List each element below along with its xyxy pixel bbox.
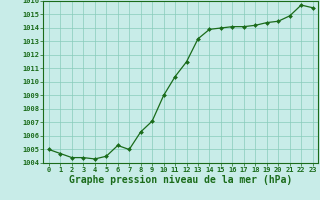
X-axis label: Graphe pression niveau de la mer (hPa): Graphe pression niveau de la mer (hPa) [69,175,292,185]
